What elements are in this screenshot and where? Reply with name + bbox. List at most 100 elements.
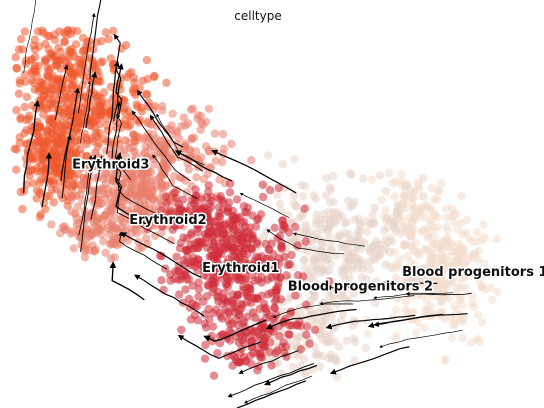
cell-point (289, 191, 299, 200)
cell-point (217, 157, 227, 167)
cell-point (393, 202, 402, 212)
cell-point (109, 223, 119, 232)
cell-point (409, 307, 418, 317)
cell-point (388, 237, 397, 246)
cell-point (77, 150, 86, 160)
cell-point (209, 371, 219, 380)
cell-point (63, 26, 72, 35)
velocity-streamline (381, 280, 438, 286)
cell-point (151, 134, 161, 144)
cell-point (39, 28, 48, 38)
cell-point (314, 351, 323, 360)
cell-point (231, 355, 240, 364)
cell-point (186, 105, 196, 114)
cell-point (41, 56, 51, 65)
cell-point (313, 280, 322, 289)
cell-point (395, 254, 404, 264)
cell-point (109, 26, 118, 35)
cell-point (80, 129, 90, 138)
cell-point (436, 309, 445, 319)
cell-point (258, 192, 268, 202)
cell-point (317, 334, 327, 344)
cell-point (213, 349, 222, 358)
cell-point (218, 130, 228, 139)
cell-point (94, 195, 103, 205)
cell-point (162, 199, 171, 208)
cell-point (217, 314, 226, 323)
cell-point (34, 136, 44, 145)
cell-point (312, 210, 321, 219)
cell-point (65, 179, 75, 189)
cell-point (381, 186, 391, 196)
cluster-labels: Erythroid3 Erythroid2 Erythroid1 Blood prog… (71, 156, 544, 296)
cell-point (222, 297, 231, 307)
cell-point (87, 65, 97, 74)
cell-point (98, 99, 107, 108)
cell-point (157, 252, 166, 261)
cell-point (168, 109, 177, 118)
cell-point (318, 265, 328, 274)
cell-point (101, 248, 110, 257)
cell-point (29, 179, 38, 188)
cell-point (217, 266, 226, 276)
cell-point (108, 140, 117, 150)
cell-point (350, 356, 359, 365)
cell-point (301, 220, 310, 230)
cell-point (299, 272, 308, 281)
cell-point (120, 145, 129, 154)
cell-point (331, 290, 340, 299)
cell-point (29, 41, 38, 50)
cell-point (276, 273, 285, 282)
cell-point (219, 236, 228, 245)
velocity-streamline (272, 303, 354, 319)
cell-point (52, 56, 61, 65)
cell-point (265, 347, 274, 357)
cell-point (245, 284, 255, 294)
velocity-streamline (114, 113, 131, 181)
cell-point (183, 252, 192, 261)
cell-point (37, 161, 46, 170)
cell-point (179, 211, 188, 220)
cell-point (150, 160, 159, 169)
cell-point (42, 127, 51, 136)
cell-point (408, 189, 418, 198)
cell-point (186, 315, 196, 324)
cell-point (234, 264, 243, 274)
cell-point (204, 104, 214, 114)
velocity-streamline (111, 101, 122, 159)
cell-point (215, 209, 224, 218)
cell-point (127, 111, 136, 121)
cell-point (83, 224, 92, 234)
cell-point (456, 275, 466, 284)
cell-point (351, 337, 360, 347)
cell-point (49, 153, 59, 163)
cell-point (453, 225, 462, 234)
cell-point (349, 238, 358, 247)
cell-point (305, 276, 315, 285)
cell-point (67, 207, 76, 216)
cell-point (401, 221, 410, 231)
cell-point (433, 195, 442, 204)
cell-point (345, 273, 354, 282)
cell-point (480, 259, 489, 268)
cell-point (196, 111, 205, 121)
cell-point (200, 238, 210, 248)
cell-point (467, 338, 476, 347)
cell-point (162, 78, 171, 88)
cell-point (332, 251, 341, 260)
cell-point (381, 260, 390, 269)
cell-point (408, 227, 417, 236)
cell-point (381, 235, 390, 244)
cell-point (447, 334, 457, 343)
cell-point (47, 220, 56, 229)
cell-point (230, 252, 239, 261)
cell-point (270, 304, 279, 313)
cell-point (16, 34, 26, 44)
cell-point (275, 332, 284, 341)
cell-point (10, 144, 19, 153)
cell-point (253, 266, 262, 275)
cell-point (37, 102, 46, 111)
cell-point (108, 239, 118, 248)
cell-point (197, 153, 206, 162)
cell-point (257, 252, 266, 261)
